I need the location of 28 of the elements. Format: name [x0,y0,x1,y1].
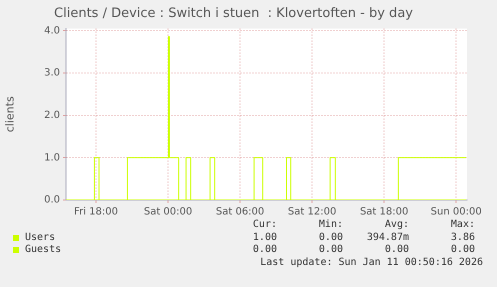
text: 0.00 [384,244,409,255]
x-tick-label: Sat 18:00 [360,206,408,218]
x-tick-label: Sat 06:00 [216,206,264,218]
y-tick-label: 0.0 [44,194,60,206]
text: 394.87m [366,232,409,243]
y-tick-label: 1.0 [44,152,60,164]
legend-label: Guests [25,244,62,255]
x-tick-label: Sat 00:00 [144,206,192,218]
x-tick-label: Fri 18:00 [74,206,118,218]
x-tick-label: Sun 00:00 [430,206,482,218]
y-tick-label: 4.0 [44,25,60,36]
text: Min: [318,219,343,230]
text: 0.00 [450,244,475,255]
text: 0.00 [318,244,343,255]
text: Max: [450,219,475,230]
text: Last update: Sun Jan 11 00:50:16 2026 [260,257,483,268]
y-tick-label: 3.0 [44,68,60,79]
text: 3.86 [450,232,475,243]
y-axis-title: clients [3,96,16,132]
text: Cur: [252,219,277,230]
x-tick-label: Sat 12:00 [288,206,336,218]
legend-label: Users [25,232,56,243]
text: 0.00 [318,232,343,243]
text: 0.00 [252,244,277,255]
chart-title: Clients / Device : Switch i stuen : Klovertoften - by day [54,6,414,22]
text: Avg: [384,219,409,230]
text: 1.00 [252,232,277,243]
y-tick-label: 2.0 [44,110,60,121]
